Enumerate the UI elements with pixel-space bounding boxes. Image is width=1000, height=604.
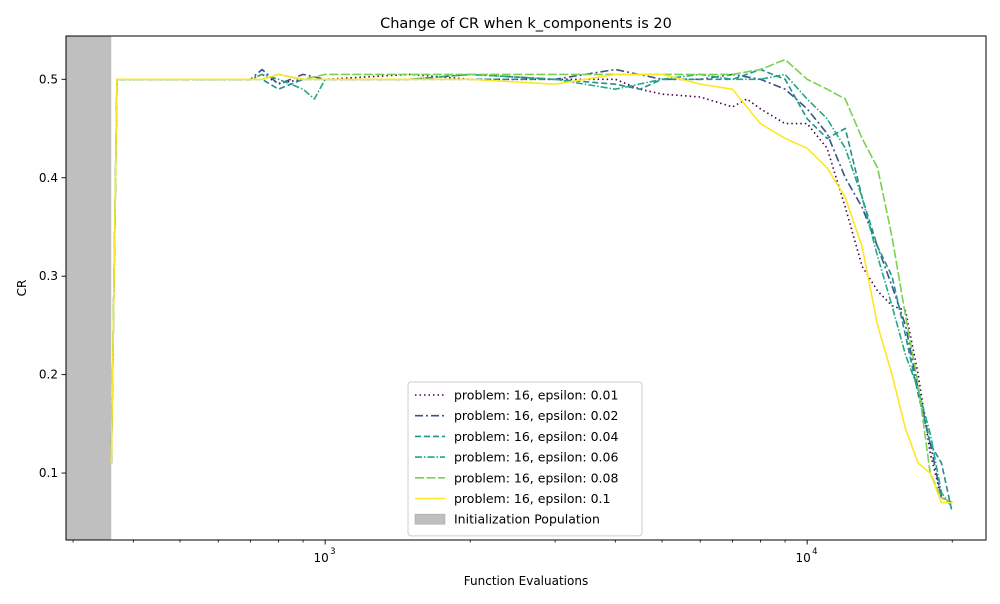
- y-tick-label: 0.2: [39, 368, 58, 382]
- legend: problem: 16, epsilon: 0.01 problem: 16, e…: [407, 381, 643, 537]
- x-tick-label: 10: [313, 551, 328, 565]
- legend-label-6: problem: 16, epsilon: 0.1: [454, 491, 610, 506]
- series-line-6: [110, 73, 953, 504]
- x-axis-label: Function Evaluations: [464, 574, 588, 588]
- y-axis-label: CR: [15, 280, 29, 297]
- plot-frame: [65, 35, 987, 541]
- legend-swatch-init: [414, 513, 446, 525]
- legend-label-1: problem: 16, epsilon: 0.01: [454, 388, 618, 403]
- y-tick-label: 0.5: [39, 72, 58, 86]
- legend-label-init: Initialization Population: [454, 512, 600, 527]
- init-population-region: [66, 36, 112, 540]
- x-tick-label: 10: [796, 551, 811, 565]
- y-tick-label: 0.3: [39, 269, 58, 283]
- legend-label-3: problem: 16, epsilon: 0.04: [454, 429, 618, 444]
- legend-label-4: problem: 16, epsilon: 0.06: [454, 450, 618, 465]
- legend-box: [407, 381, 643, 537]
- legend-label-5: problem: 16, epsilon: 0.08: [454, 470, 618, 485]
- chart-title: Change of CR when k_components is 20: [380, 16, 672, 32]
- y-tick-label: 0.1: [39, 466, 58, 480]
- y-axis: 0.1 0.2 0.3 0.4 0.5: [39, 72, 66, 480]
- x-axis: 10 3 10 4: [72, 540, 953, 565]
- series-line-4: [110, 73, 953, 508]
- x-tick-exponent: 3: [330, 547, 335, 557]
- series-line-1: [110, 73, 953, 504]
- x-tick-exponent: 4: [812, 547, 817, 557]
- legend-label-2: problem: 16, epsilon: 0.02: [454, 408, 618, 423]
- y-tick-label: 0.4: [39, 171, 58, 185]
